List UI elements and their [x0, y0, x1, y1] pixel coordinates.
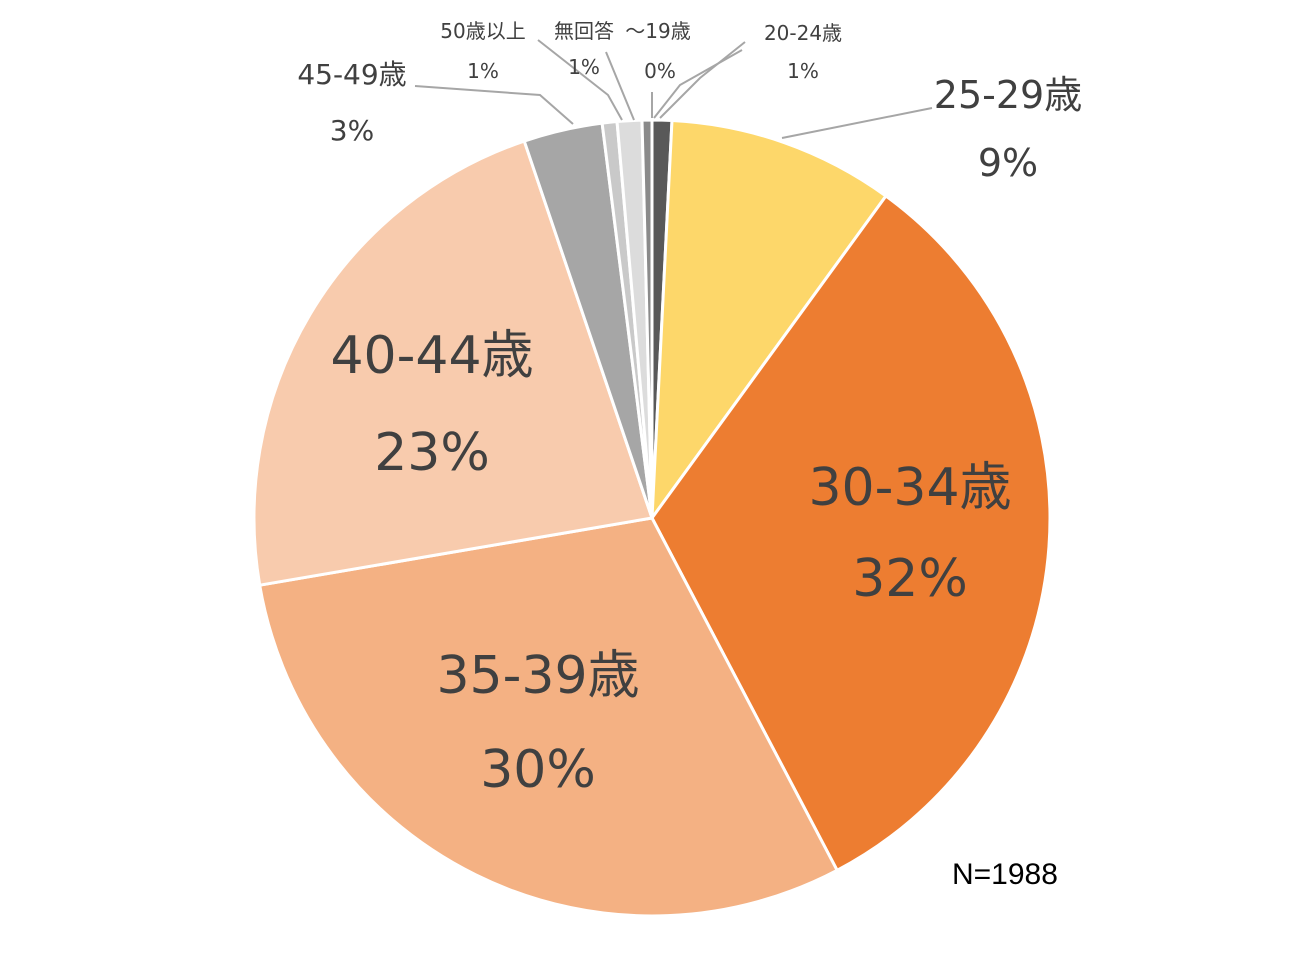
slice-percent-label: 23%	[374, 423, 490, 483]
leader-line	[537, 39, 623, 121]
slice-percent-label: 1%	[467, 59, 499, 83]
slice-percent-label: 3%	[330, 114, 374, 147]
slice-category-label: 25-29歳	[934, 73, 1082, 117]
pie-slices	[252, 118, 1052, 918]
leader-line	[414, 85, 574, 125]
pie-slice	[257, 516, 840, 918]
slice-category-label: 30-34歳	[808, 458, 1011, 518]
slice-category-label: 45-49歳	[297, 58, 406, 91]
pie-slice	[650, 193, 1052, 873]
slice-percent-label: 30%	[480, 740, 596, 800]
pie-slice	[252, 139, 654, 587]
pie-slice	[650, 118, 889, 523]
leader-lines	[414, 39, 933, 139]
leader-line	[659, 41, 746, 119]
slice-percent-label: 1%	[568, 55, 600, 79]
slice-labels: 〜19歳 0% 25-29歳 9% 30-34歳 32% 35-39歳 30% 40-44歳 23…	[297, 19, 1082, 800]
slice-category-label: 35-39歳	[436, 646, 639, 706]
slice-percent-label: 1%	[787, 59, 819, 83]
slice-category-label: 〜19歳	[625, 19, 690, 43]
slice-category-label: 無回答	[554, 19, 614, 43]
pie-slice	[640, 118, 654, 519]
slice-percent-label: 9%	[978, 141, 1038, 185]
slice-percent-label: 0%	[644, 59, 676, 83]
leader-line	[605, 51, 635, 121]
slice-category-label: 50歳以上	[440, 19, 525, 43]
leader-line	[781, 107, 933, 139]
slice-category-label: 40-44歳	[330, 326, 533, 386]
slice-category-label: 20-24歳	[764, 21, 842, 45]
slice-percent-label: 32%	[852, 549, 968, 609]
sample-size-note: N=1988	[952, 858, 1058, 891]
